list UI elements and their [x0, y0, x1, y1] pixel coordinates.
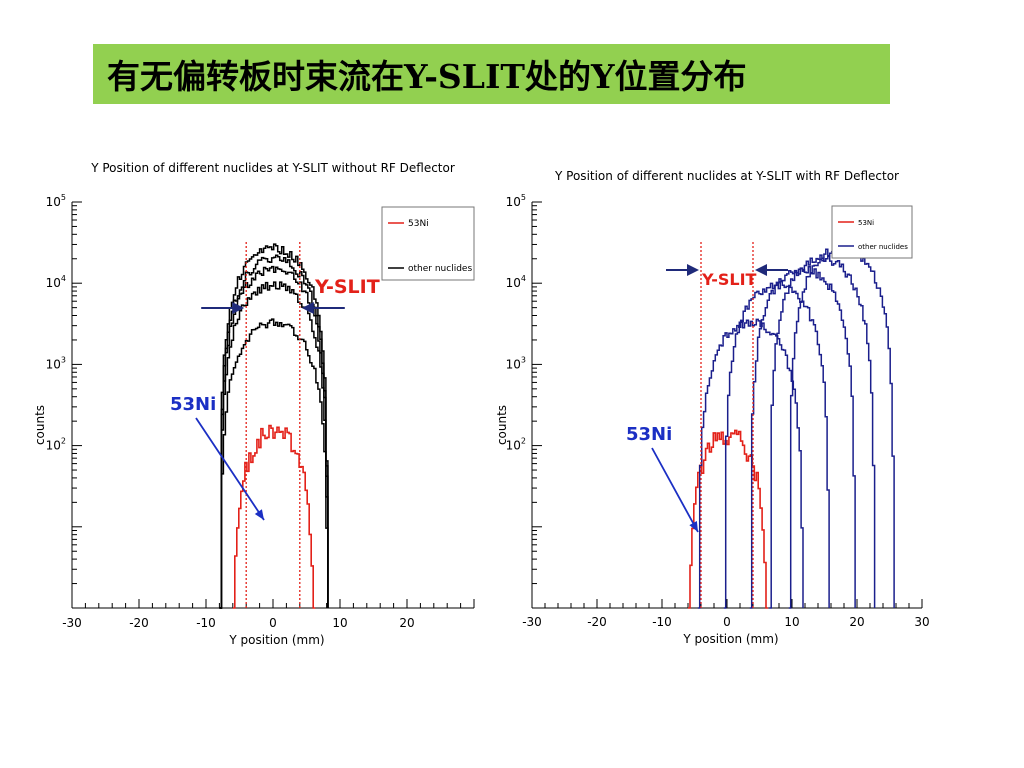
- y-tick-label: 102: [46, 437, 66, 453]
- x-axis-label: Y position (mm): [682, 632, 778, 646]
- x-tick-label: 10: [332, 616, 347, 630]
- legend-entry: other nuclides: [408, 264, 472, 274]
- x-tick-label: 20: [849, 615, 864, 629]
- legend-entry: other nuclides: [858, 243, 908, 251]
- x-tick-label: -30: [522, 615, 542, 629]
- nuclide-pointer-line: [651, 447, 699, 533]
- chart-title: Y Position of different nuclides at Y-SL…: [554, 169, 899, 183]
- series-other-nuclides-curve: [788, 244, 895, 609]
- arrow-right-icon: [687, 264, 699, 276]
- title-banner: 有无偏转板时束流在Y-SLIT处的Y位置分布: [93, 44, 890, 104]
- y-tick-label: 104: [46, 274, 66, 290]
- series-other-nuclides-curve: [697, 318, 804, 609]
- y-tick-label: 105: [506, 193, 526, 209]
- y-tick-label: 102: [506, 437, 526, 453]
- x-tick-label: 10: [784, 615, 799, 629]
- pointer-arrowhead-icon: [254, 509, 264, 520]
- series-other-nuclides-curve: [723, 280, 830, 609]
- y-axis-label: counts: [495, 405, 509, 445]
- chart-with-rf-deflector: Y Position of different nuclides at Y-SL…: [495, 169, 930, 646]
- series-other-nuclides-curve: [219, 318, 329, 609]
- x-axis-label: Y position (mm): [228, 633, 324, 647]
- y-slit-label: Y-SLIT: [701, 270, 757, 289]
- slide-title: 有无偏转板时束流在Y-SLIT处的Y位置分布: [107, 57, 747, 96]
- x-tick-label: -10: [196, 616, 216, 630]
- series-53ni-curve: [232, 424, 316, 609]
- series-other-nuclides-curve: [219, 254, 329, 609]
- chart-title: Y Position of different nuclides at Y-SL…: [90, 161, 455, 175]
- chart-without-rf-deflector: Y Position of different nuclides at Y-SL…: [33, 161, 475, 647]
- x-tick-label: -30: [62, 616, 82, 630]
- x-tick-label: 20: [399, 616, 414, 630]
- legend-box: [831, 205, 913, 259]
- series-other-nuclides-curve: [219, 281, 329, 609]
- y-tick-label: 103: [506, 355, 526, 371]
- y-slit-label: Y-SLIT: [314, 276, 380, 298]
- x-tick-label: -10: [652, 615, 672, 629]
- legend-entry: 53Ni: [408, 219, 429, 229]
- nuclide-annotation: 53Ni: [170, 394, 216, 415]
- arrow-right-icon: [232, 302, 245, 314]
- nuclide-annotation: 53Ni: [626, 424, 672, 445]
- x-tick-label: 0: [269, 616, 277, 630]
- x-tick-label: -20: [587, 615, 607, 629]
- x-tick-label: 0: [723, 615, 731, 629]
- series-other-nuclides-curve: [219, 243, 329, 609]
- arrow-left-icon: [755, 264, 767, 276]
- series-53ni-curve: [688, 429, 768, 609]
- x-tick-label: -20: [129, 616, 149, 630]
- legend-entry: 53Ni: [858, 219, 874, 227]
- y-tick-label: 103: [46, 355, 66, 371]
- y-tick-label: 105: [46, 193, 66, 209]
- series-other-nuclides-curve: [769, 254, 876, 609]
- nuclide-pointer-line: [195, 417, 265, 521]
- y-tick-label: 104: [506, 274, 526, 290]
- arrow-left-icon: [301, 302, 314, 314]
- pointer-arrowhead-icon: [689, 521, 698, 532]
- y-axis-label: counts: [33, 405, 47, 445]
- x-tick-label: 30: [914, 615, 929, 629]
